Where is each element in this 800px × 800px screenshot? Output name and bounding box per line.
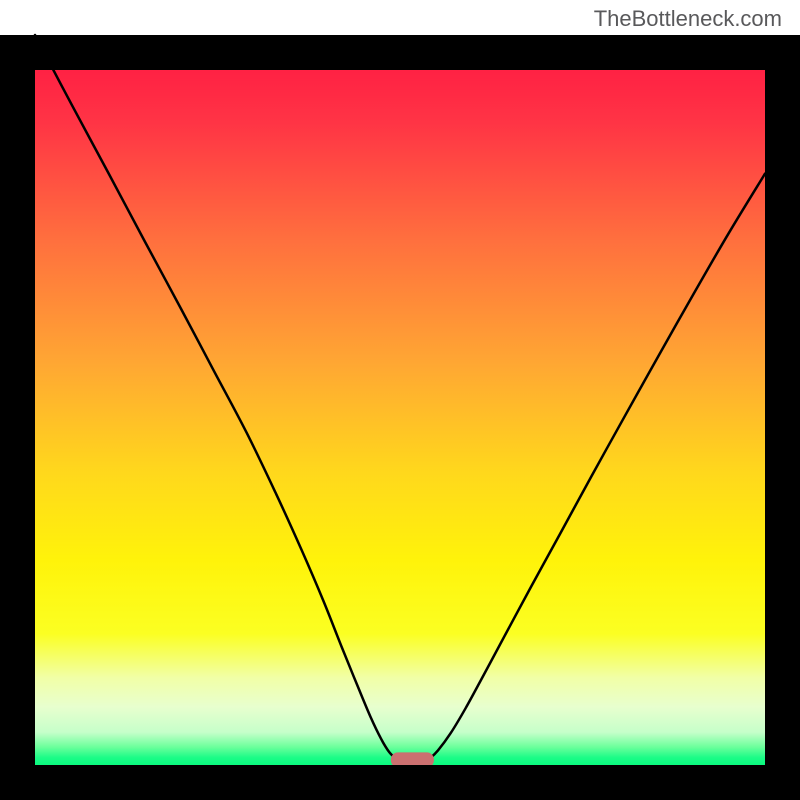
frame-left <box>0 35 35 800</box>
frame-top <box>0 35 800 70</box>
gradient-background <box>35 35 765 765</box>
chart-container: TheBottleneck.com <box>0 0 800 800</box>
watermark-text: TheBottleneck.com <box>594 6 782 32</box>
bottleneck-chart <box>0 0 800 800</box>
frame-bottom <box>0 765 800 800</box>
frame-right <box>765 35 800 800</box>
